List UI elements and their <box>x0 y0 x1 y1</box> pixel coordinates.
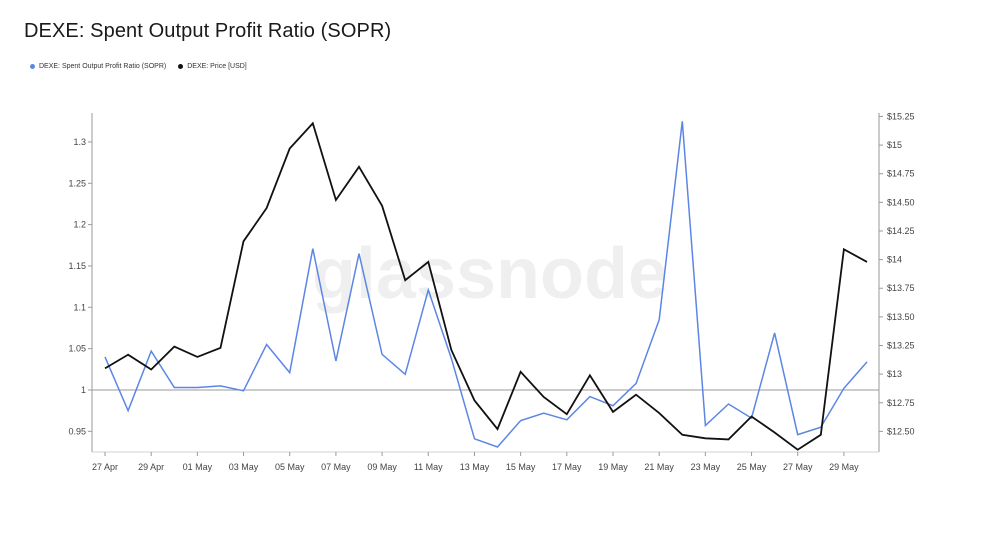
right-tick-label: $15 <box>887 140 902 150</box>
left-tick-label: 0.95 <box>68 426 86 436</box>
x-tick-label: 17 May <box>552 462 582 472</box>
x-tick-label: 15 May <box>506 462 536 472</box>
right-tick-label: $13 <box>887 369 902 379</box>
x-tick-label: 29 May <box>829 462 859 472</box>
x-tick-label: 09 May <box>367 462 397 472</box>
left-tick-label: 1.2 <box>73 220 86 230</box>
legend-label-price: DEXE: Price [USD] <box>187 63 247 70</box>
right-tick-label: $14.25 <box>887 226 915 236</box>
right-tick-label: $14.75 <box>887 169 915 179</box>
x-tick-label: 11 May <box>414 462 443 472</box>
left-tick-label: 1.05 <box>68 344 86 354</box>
x-tick-label: 05 May <box>275 462 305 472</box>
x-tick-label: 29 Apr <box>138 462 164 472</box>
right-tick-label: $13.25 <box>887 340 915 350</box>
sopr-series-line <box>104 121 868 448</box>
legend-label-sopr: DEXE: Spent Output Profit Ratio (SOPR) <box>39 63 167 70</box>
legend-item-sopr[interactable]: DEXE: Spent Output Profit Ratio (SOPR) <box>30 63 166 70</box>
x-tick-label: 01 May <box>183 462 213 472</box>
x-tick-label: 07 May <box>321 462 351 472</box>
watermark-text: glassnode <box>312 234 668 314</box>
price-series-line <box>104 121 868 451</box>
left-tick-label: 1.3 <box>73 137 86 147</box>
right-tick-label: $14.50 <box>887 197 915 207</box>
right-tick-label: $13.75 <box>887 283 915 293</box>
x-tick-label: 13 May <box>460 462 490 472</box>
x-tick-label: 21 May <box>644 462 674 472</box>
right-tick-label: $12.75 <box>887 398 915 408</box>
legend-item-price[interactable]: DEXE: Price [USD] <box>178 63 247 70</box>
right-tick-label: $12.50 <box>887 426 915 436</box>
x-tick-label: 25 May <box>737 462 767 472</box>
left-tick-label: 1 <box>81 385 86 395</box>
chart-title: DEXE: Spent Output Profit Ratio (SOPR) <box>24 20 392 42</box>
left-tick-label: 1.25 <box>68 178 86 188</box>
right-tick-label: $13.50 <box>887 312 915 322</box>
legend: DEXE: Spent Output Profit Ratio (SOPR) D… <box>30 63 247 70</box>
x-tick-label: 27 May <box>783 462 813 472</box>
x-tick-label: 03 May <box>229 462 259 472</box>
right-tick-label: $15.25 <box>887 111 915 121</box>
right-tick-label: $14 <box>887 255 902 265</box>
x-tick-label: 23 May <box>691 462 721 472</box>
legend-dot-sopr <box>30 64 35 69</box>
legend-dot-price <box>178 64 184 69</box>
left-tick-label: 1.15 <box>68 261 86 271</box>
x-tick-label: 19 May <box>598 462 628 472</box>
left-tick-label: 1.1 <box>73 302 86 312</box>
x-tick-label: 27 Apr <box>92 462 118 472</box>
